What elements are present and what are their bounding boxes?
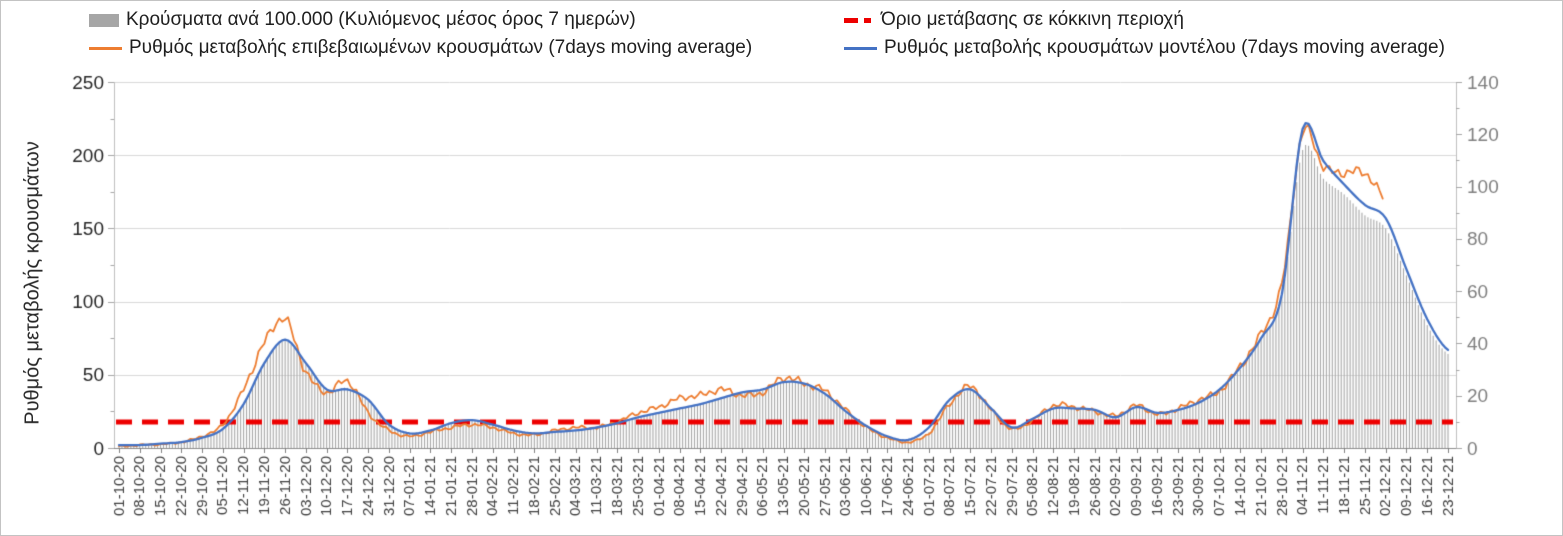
bar-series-swatch-icon (89, 13, 119, 27)
legend-item-confirmed-rate: Ρυθμός μεταβολής επιβεβαιωμένων κρουσμάτ… (89, 37, 752, 59)
legend-item-cases-per-100k: Κρούσματα ανά 100.000 (Κυλιόμενος μέσος … (89, 9, 636, 31)
legend-label-model-rate: Ρυθμός μεταβολής κρουσμάτων μοντέλου (7d… (884, 37, 1445, 58)
legend-label-cases-per-100k: Κρούσματα ανά 100.000 (Κυλιόμενος μέσος … (126, 9, 636, 30)
blue-line-swatch-icon (844, 46, 877, 50)
y-axis-title: Ρυθμός μεταβολής κρουσμάτων (21, 141, 44, 425)
threshold-dash-swatch-icon (844, 17, 874, 23)
orange-line-swatch-icon (89, 46, 122, 50)
legend-label-confirmed-rate: Ρυθμός μεταβολής επιβεβαιωμένων κρουσμάτ… (129, 37, 753, 58)
legend-item-model-rate: Ρυθμός μεταβολής κρουσμάτων μοντέλου (7d… (844, 37, 1445, 59)
legend-item-red-threshold: Όριο μετάβασης σε κόκκινη περιοχή (844, 9, 1184, 31)
legend-label-red-threshold: Όριο μετάβασης σε κόκκινη περιοχή (881, 9, 1184, 30)
